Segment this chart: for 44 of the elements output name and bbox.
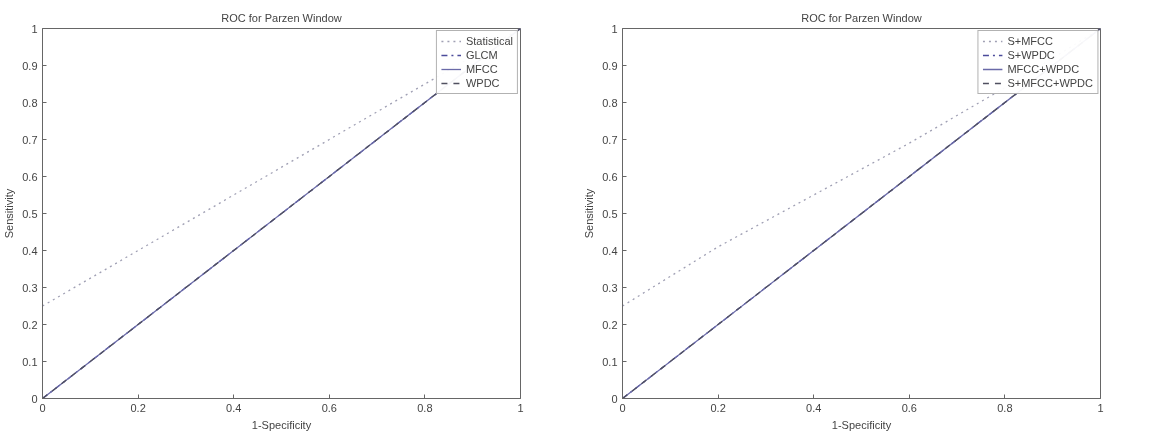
chart-title: ROC for Parzen Window	[801, 11, 922, 24]
y-tick-label: 0.9	[602, 59, 618, 72]
x-tick-label: 0.6	[901, 401, 917, 414]
y-tick-label: 0.3	[22, 281, 38, 294]
legend-label: S+MFCC	[1007, 35, 1053, 47]
x-tick-label: 0.8	[997, 401, 1013, 414]
y-axis-title: Sensitivity	[583, 188, 596, 239]
y-tick-label: 0.1	[22, 355, 38, 368]
y-tick-label: 1	[611, 22, 618, 35]
legend-label: MFCC+WPDC	[1007, 63, 1080, 75]
y-tick-label: 0.5	[602, 207, 618, 220]
x-tick-label: 0.4	[806, 401, 822, 414]
y-axis-title: Sensitivity	[3, 188, 16, 239]
y-tick-label: 0.9	[22, 59, 38, 72]
y-tick-label: 0.4	[602, 244, 618, 257]
y-tick-label: 0.6	[602, 170, 618, 183]
y-tick-label: 1	[31, 22, 38, 35]
chart-title: ROC for Parzen Window	[221, 11, 342, 24]
y-tick-label: 0.3	[602, 281, 618, 294]
y-tick-label: 0.2	[22, 318, 38, 331]
y-tick-label: 0.5	[22, 207, 38, 220]
y-tick-label: 0.7	[602, 133, 618, 146]
x-axis-title: 1-Specificity	[251, 418, 312, 431]
y-tick-label: 0.8	[602, 96, 618, 109]
legend-label: S+WPDC	[1007, 49, 1055, 61]
x-tick-label: 0	[39, 401, 46, 414]
x-tick-label: 0.6	[321, 401, 337, 414]
y-tick-label: 0.4	[22, 244, 38, 257]
y-tick-label: 0.8	[22, 96, 38, 109]
x-tick-label: 0	[619, 401, 626, 414]
y-tick-label: 0	[31, 392, 38, 405]
y-tick-label: 0.7	[22, 133, 38, 146]
x-tick-label: 0.8	[417, 401, 433, 414]
y-tick-label: 0.6	[22, 170, 38, 183]
x-tick-label: 0.2	[710, 401, 726, 414]
legend-label: S+MFCC+WPDC	[1007, 77, 1093, 89]
y-tick-label: 0.2	[602, 318, 618, 331]
y-tick-label: 0	[611, 392, 618, 405]
x-tick-label: 1	[517, 401, 524, 414]
x-tick-label: 1	[1097, 401, 1104, 414]
x-tick-label: 0.4	[226, 401, 242, 414]
y-tick-label: 0.1	[602, 355, 618, 368]
x-tick-label: 0.2	[130, 401, 146, 414]
x-axis-title: 1-Specificity	[831, 418, 892, 431]
